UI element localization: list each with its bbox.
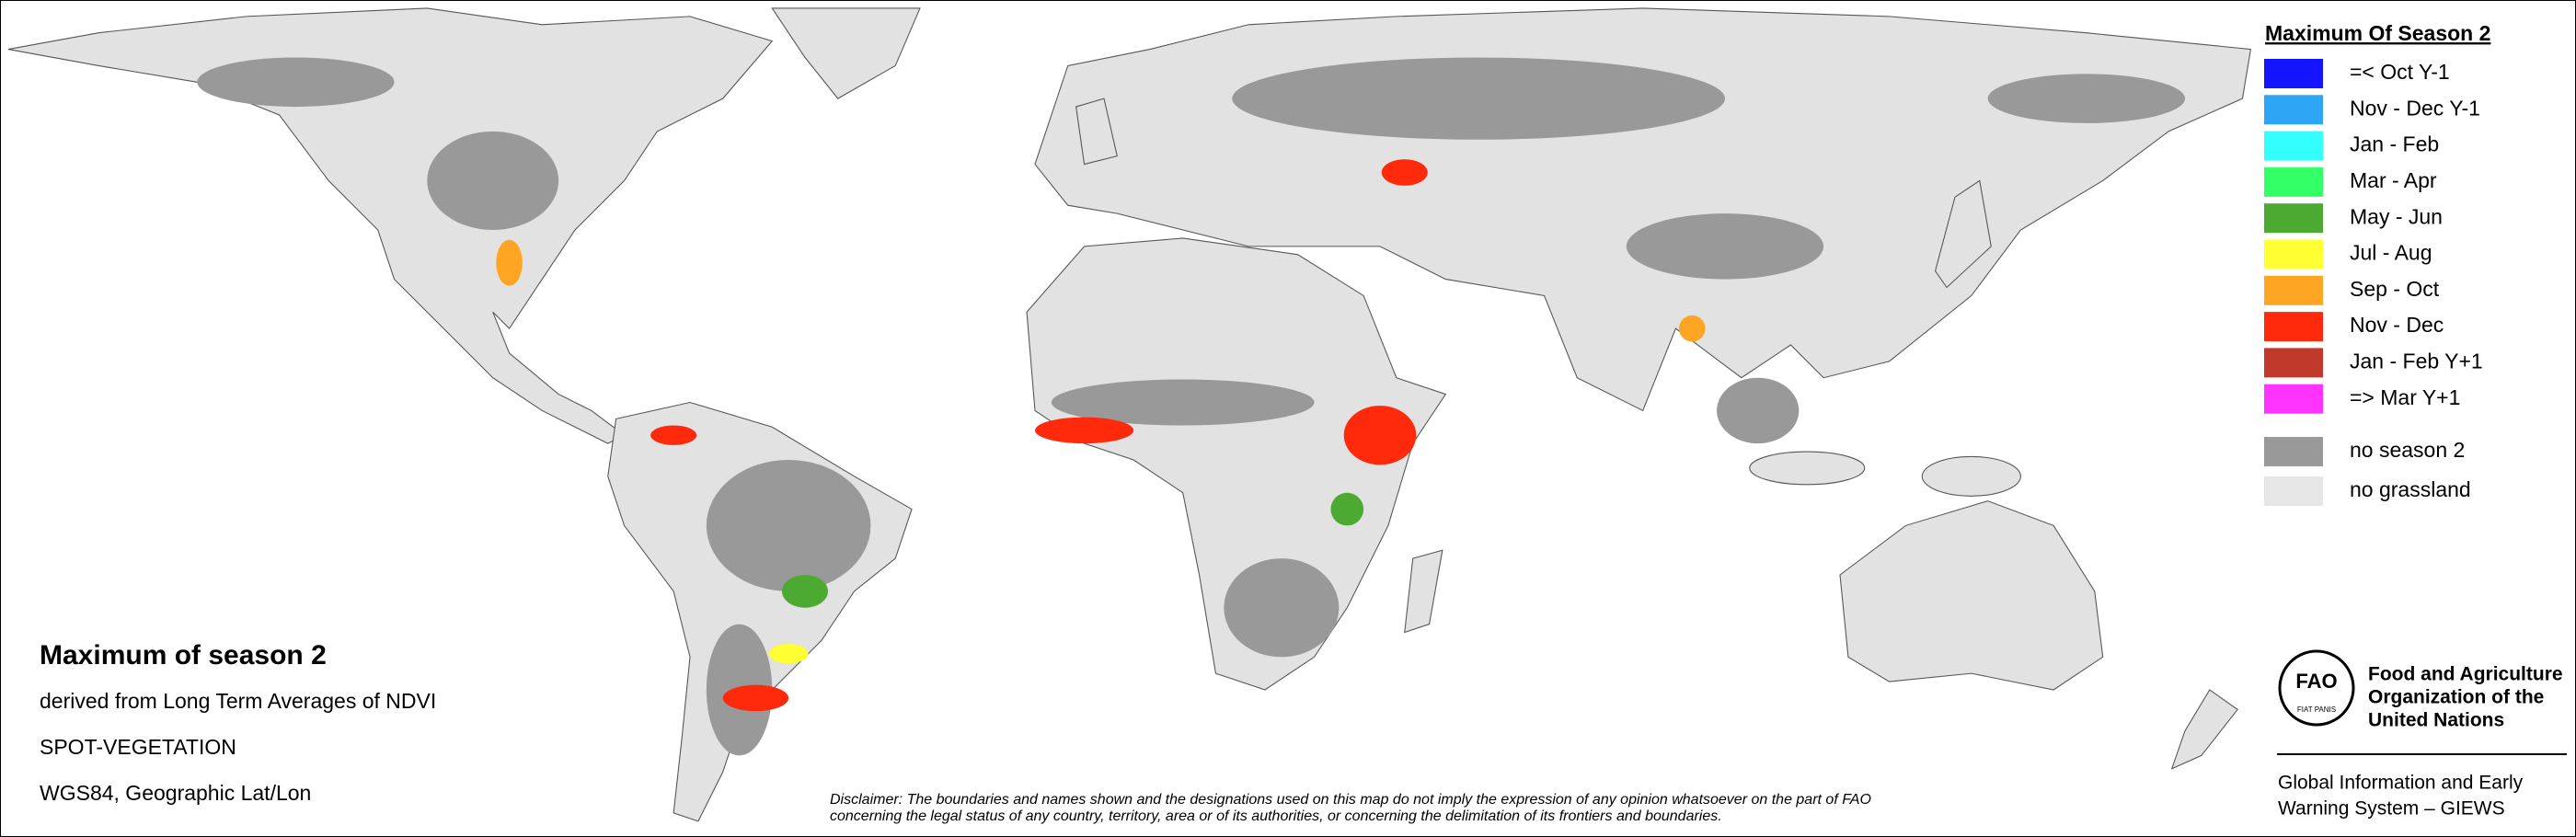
legend-title: Maximum Of Season 2: [2265, 21, 2490, 45]
legend-label: Nov - Dec Y-1: [2350, 96, 2480, 120]
new-guinea: [1921, 455, 2021, 497]
britain: [1075, 97, 1118, 166]
legend-label: Jan - Feb: [2350, 132, 2439, 156]
season-patches: [496, 159, 1706, 712]
legend-label: => Mar Y+1: [2350, 385, 2460, 409]
system-name: Global Information and Early: [2278, 773, 2524, 794]
legend-swatch: [2264, 59, 2323, 88]
legend-label: no grassland: [2350, 477, 2471, 501]
japan: [1934, 179, 1992, 289]
madagascar: [1404, 549, 1443, 634]
legend: =< Oct Y-1 Nov - Dec Y-1 Jan - Feb Mar - Ap…: [2264, 59, 2483, 506]
org-name: Organization of the: [2368, 687, 2544, 708]
legend-label: Sep - Oct: [2350, 277, 2440, 301]
legend-label: Nov - Dec: [2350, 313, 2444, 337]
legend-swatch: [2264, 384, 2323, 414]
legend-swatch: [2264, 476, 2323, 506]
legend-label: =< Oct Y-1: [2350, 60, 2450, 84]
org-name: United Nations: [2368, 710, 2504, 731]
no-season-areas: [197, 57, 2185, 756]
world-map: [7, 7, 2252, 822]
system-name: Warning System – GIEWS: [2278, 798, 2505, 820]
africa: [1026, 237, 1447, 691]
legend-label: May - Jun: [2350, 204, 2443, 228]
info-line: WGS84, Geographic Lat/Lon: [40, 781, 311, 805]
legend-swatch: [2264, 239, 2323, 269]
legend-swatch: [2264, 348, 2323, 378]
disclaimer: concerning the legal status of any count…: [830, 808, 1722, 824]
legend-label: Jan - Feb Y+1: [2350, 349, 2483, 373]
australia: [1839, 500, 2104, 691]
info-line: derived from Long Term Averages of NDVI: [40, 689, 436, 713]
new-zealand: [2170, 689, 2238, 770]
legend-label: no season 2: [2350, 438, 2465, 462]
info-line: SPOT-VEGETATION: [40, 735, 236, 759]
legend-swatch: [2264, 437, 2323, 466]
logo-motto: FIAT PANIS: [2297, 705, 2336, 714]
fao-logo: FAO FIAT PANIS: [2278, 649, 2355, 727]
disclaimer: Disclaimer: The boundaries and names sho…: [830, 792, 1871, 808]
legend-swatch: [2264, 166, 2323, 197]
legend-label: Mar - Apr: [2350, 168, 2437, 192]
sumatra-borneo: [1749, 451, 1866, 486]
org-name: Food and Agriculture: [2368, 664, 2563, 685]
north-america: [7, 7, 774, 444]
legend-swatch: [2264, 275, 2323, 305]
legend-swatch: [2264, 312, 2323, 342]
info-title: Maximum of season 2: [40, 640, 327, 671]
legend-swatch: [2264, 95, 2323, 125]
legend-label: Jul - Aug: [2350, 241, 2432, 265]
legend-swatch: [2264, 131, 2323, 161]
greenland: [771, 7, 921, 99]
logo-text: FAO: [2295, 670, 2337, 693]
legend-swatch: [2264, 203, 2323, 234]
